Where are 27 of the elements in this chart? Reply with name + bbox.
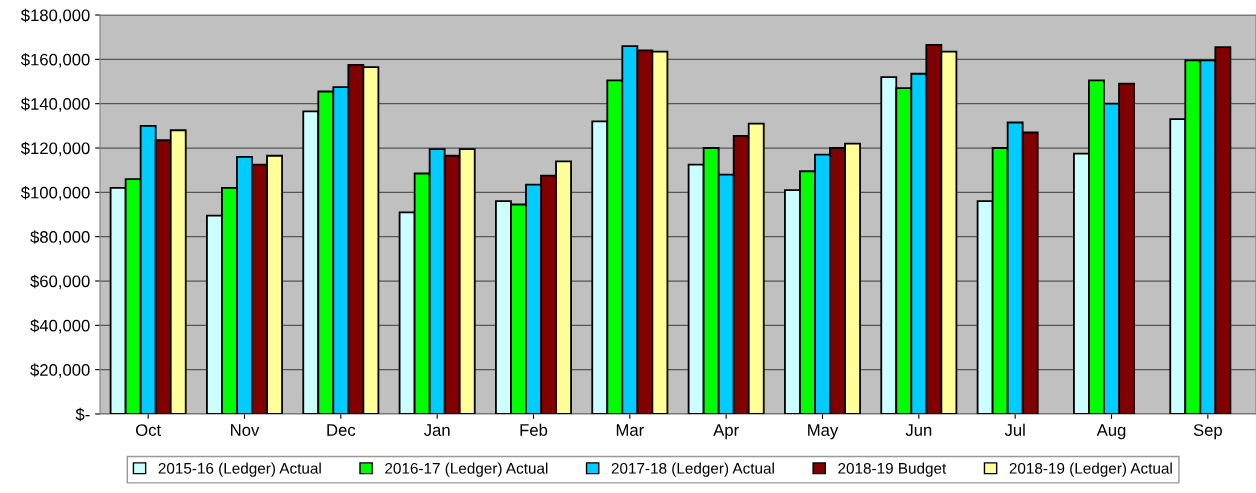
legend-label: 2018-19 Budget	[838, 462, 947, 477]
x-tick-label: May	[808, 424, 839, 440]
x-tick-label: Apr	[713, 424, 739, 440]
legend-label: 2018-19 (Ledger) Actual	[1009, 462, 1172, 477]
legend-label: 2017-18 (Ledger) Actual	[611, 462, 774, 477]
y-tick-label: $60,000	[30, 274, 90, 290]
x-tick-label: Dec	[327, 424, 356, 436]
x-tick-label: Jun	[905, 424, 932, 436]
x-tick-label: Aug	[1096, 424, 1126, 440]
x-tick-label: Nov	[231, 424, 260, 436]
x-tick-label: Mar	[616, 424, 644, 436]
y-tick-label: $80,000	[30, 230, 90, 245]
y-tick-label: $160,000	[20, 53, 90, 68]
y-tick-label: $120,000	[20, 141, 90, 157]
y-tick-label: $100,000	[20, 186, 90, 201]
x-tick-label: Sep	[1193, 424, 1222, 440]
legend-label: 2016-17 (Ledger) Actual	[385, 462, 548, 477]
y-tick-label: $180,000	[20, 8, 90, 24]
x-tick-label: Oct	[135, 424, 162, 436]
legend-label: 2015-16 (Ledger) Actual	[158, 462, 321, 477]
x-tick-label: Jan	[423, 424, 450, 436]
y-tick-label: $40,000	[30, 319, 90, 334]
x-tick-label: Jul	[1004, 423, 1025, 436]
y-tick-label: $20,000	[30, 363, 90, 378]
y-tick-label: $140,000	[20, 97, 90, 112]
y-tick-label: $-	[75, 407, 90, 422]
x-tick-label: Feb	[520, 423, 548, 436]
